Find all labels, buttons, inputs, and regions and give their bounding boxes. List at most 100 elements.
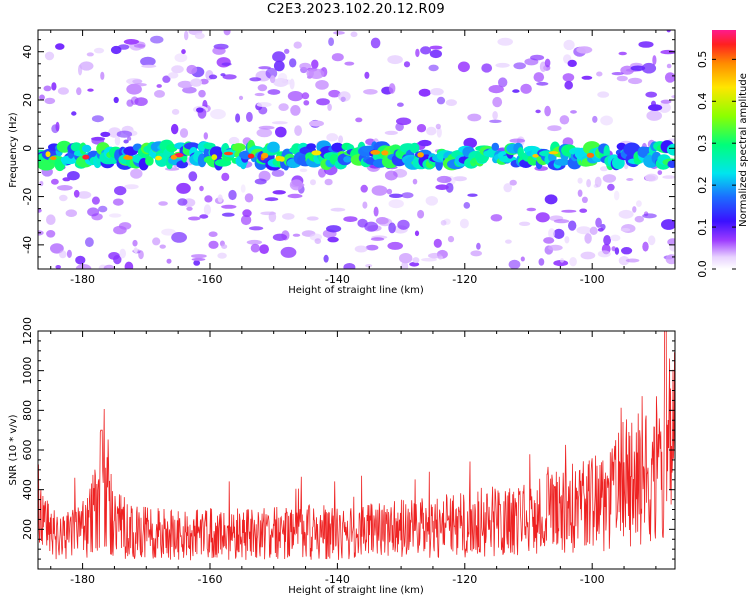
heatmap-cell	[636, 200, 642, 208]
heatmap-cell	[294, 125, 302, 136]
heatmap-cell	[324, 178, 333, 186]
x-tick-label: -160	[198, 273, 223, 286]
heatmap-cell	[481, 63, 493, 73]
spectrogram-x-axis-label: Height of straight line (km)	[288, 285, 424, 296]
heatmap-cell	[254, 178, 267, 185]
heatmap-cell	[581, 75, 593, 80]
heatmap-cell	[220, 73, 226, 77]
heatmap-cell	[547, 125, 562, 132]
heatmap-cell	[581, 196, 588, 203]
colorbar-tick-label: 0.5	[696, 51, 709, 69]
heatmap-cell	[428, 64, 439, 72]
heatmap-cell	[526, 207, 537, 212]
heatmap-cell	[331, 142, 344, 152]
heatmap-cell	[46, 230, 56, 238]
heatmap-cell	[370, 150, 381, 155]
heatmap-cell	[76, 87, 82, 96]
heatmap-cell	[476, 242, 481, 250]
heatmap-cell	[154, 90, 165, 98]
heatmap-cell	[513, 62, 526, 70]
heatmap-cell	[532, 154, 539, 158]
heatmap-cell	[646, 110, 662, 121]
y-tick-label: 40	[21, 45, 34, 59]
heatmap-cell	[119, 248, 126, 259]
heatmap-cell	[577, 177, 583, 184]
heatmap-cell	[610, 234, 621, 242]
heatmap-cell	[118, 222, 132, 230]
heatmap-cell	[669, 243, 675, 252]
heatmap-cell	[91, 196, 100, 205]
heatmap-cell	[417, 209, 425, 219]
heatmap-cell	[267, 89, 281, 95]
heatmap-cell	[371, 185, 388, 196]
heatmap-cell	[177, 80, 193, 89]
heatmap-cell	[132, 239, 138, 247]
heatmap-cell	[126, 99, 134, 107]
heatmap-cell	[389, 193, 403, 198]
heatmap-cell	[666, 143, 675, 156]
heatmap-cell	[221, 212, 235, 217]
heatmap-cell	[397, 102, 404, 107]
heatmap-cell	[567, 59, 577, 67]
heatmap-cell	[85, 237, 94, 248]
heatmap-cell	[388, 222, 396, 234]
spectrogram-panel: -180 -160 -140 -120 -100 -40 -20 0 20 40 Height o…	[8, 29, 676, 296]
heatmap-cell	[222, 74, 237, 80]
heatmap-cell	[470, 250, 483, 257]
heatmap-cell	[536, 81, 549, 86]
heatmap-cell	[323, 254, 329, 263]
heatmap-cell	[326, 133, 339, 142]
heatmap-cell	[203, 204, 211, 216]
heatmap-cell	[553, 228, 565, 239]
heatmap-cell	[603, 235, 611, 246]
heatmap-cell	[548, 151, 559, 155]
y-tick-label: 0	[21, 145, 34, 152]
heatmap-cell	[156, 84, 162, 88]
x-tick-label: -140	[325, 573, 350, 586]
heatmap-cell	[279, 156, 285, 162]
heatmap-cell	[596, 71, 603, 77]
heatmap-cell	[564, 80, 573, 90]
heatmap-cell	[562, 73, 575, 82]
heatmap-cell	[256, 128, 273, 138]
heatmap-cell	[387, 241, 404, 250]
heatmap-cell	[59, 250, 67, 259]
heatmap-cell	[457, 61, 470, 73]
heatmap-cell	[645, 91, 657, 98]
heatmap-cell	[240, 161, 247, 170]
heatmap-cell	[467, 113, 482, 122]
heatmap-cell	[71, 111, 77, 116]
heatmap-cell	[597, 91, 610, 98]
heatmap-cell	[416, 124, 427, 133]
heatmap-cell	[93, 47, 105, 54]
heatmap-cell	[141, 64, 157, 68]
heatmap-cell	[559, 115, 570, 125]
heatmap-cell	[221, 62, 232, 66]
heatmap-cell	[409, 262, 420, 267]
heatmap-cell	[417, 152, 424, 158]
heatmap-cell	[579, 208, 588, 213]
heatmap-cell	[240, 214, 252, 226]
heatmap-cell	[491, 142, 500, 151]
heatmap-cell	[314, 238, 322, 245]
heatmap-cell	[517, 147, 524, 158]
heatmap-cell	[168, 72, 179, 79]
heatmap-cell	[212, 46, 226, 55]
heatmap-cell	[186, 64, 198, 75]
heatmap-cell	[109, 213, 122, 218]
heatmap-cell	[364, 71, 370, 79]
heatmap-cell	[280, 246, 297, 258]
heatmap-cell	[244, 193, 254, 203]
heatmap-cell	[221, 204, 237, 209]
heatmap-cell	[246, 111, 253, 123]
heatmap-cell	[648, 235, 656, 246]
heatmap-cell	[538, 258, 545, 266]
heatmap-cell	[91, 115, 104, 123]
heatmap-cell	[350, 31, 358, 38]
chart-title: C2E3.2023.102.20.12.R09	[267, 2, 445, 17]
heatmap-cell	[39, 180, 44, 187]
heatmap-cell	[248, 226, 264, 231]
heatmap-cell	[132, 79, 143, 84]
snr-series-line	[38, 331, 675, 561]
heatmap-cell	[463, 202, 471, 209]
